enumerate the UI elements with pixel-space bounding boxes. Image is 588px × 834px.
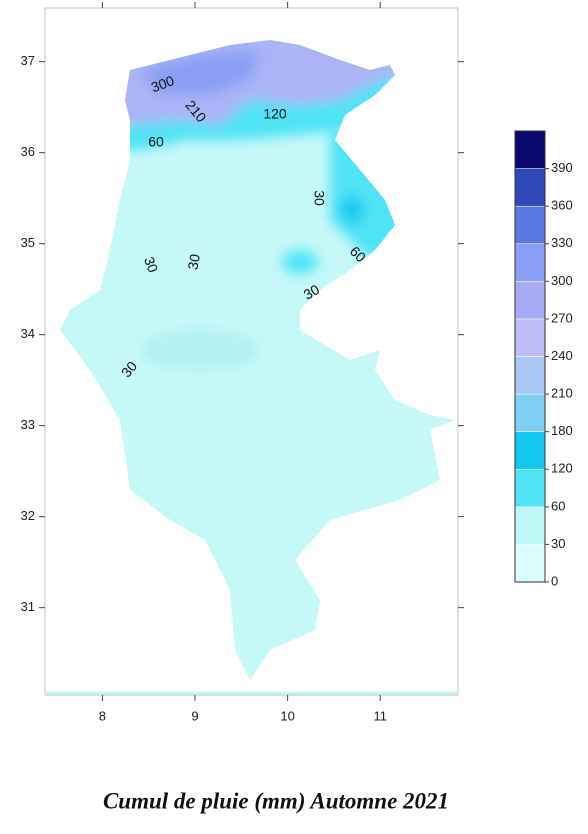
y-tick-label: 32 [21, 508, 35, 523]
colorbar-label: 390 [551, 160, 573, 175]
colorbar-band [514, 168, 546, 207]
x-tick-label: 11 [373, 708, 387, 723]
colorbar-band [514, 431, 546, 470]
colorbar-label: 270 [551, 310, 573, 325]
colorbar-band [514, 205, 546, 245]
x-tick-label: 10 [280, 708, 294, 723]
zone-60-inner [282, 250, 318, 274]
zone-300 [140, 50, 260, 95]
colorbar-band [514, 318, 546, 357]
colorbar-label: 360 [551, 198, 573, 213]
y-tick-label: 33 [21, 417, 35, 432]
colorbar-label: 120 [551, 461, 573, 476]
colorbar-band [514, 243, 546, 282]
zone-30-inner [140, 330, 260, 370]
x-tick-label: 9 [191, 708, 198, 723]
contour-label: 30 [141, 255, 161, 275]
colorbar-label: 330 [551, 235, 573, 250]
colorbar-band [514, 393, 546, 432]
contour-label: 30 [301, 281, 323, 303]
colorbar-band [514, 469, 546, 508]
colorbar-label: 0 [551, 573, 558, 588]
caption: Cumul de pluie (mm) Automne 2021 [103, 788, 449, 813]
colorbar-label: 240 [551, 348, 573, 363]
y-tick-label: 34 [21, 326, 35, 341]
colorbar-label: 180 [551, 423, 573, 438]
x-tick-label: 8 [99, 708, 106, 723]
colorbar-band [514, 544, 546, 583]
colorbar-band [514, 130, 546, 169]
contour-label: 30 [184, 253, 202, 271]
colorbar-label: 60 [551, 498, 565, 513]
colorbar-band [514, 506, 546, 545]
contour-label: 30 [311, 190, 327, 206]
axes: 8 9 10 11 31 32 33 34 35 36 37 [21, 2, 464, 723]
contour-label: 300 [149, 72, 177, 95]
contour-label: 120 [263, 106, 287, 122]
y-tick-label: 36 [21, 144, 35, 159]
colorbar-label: 210 [551, 386, 573, 401]
colorbar-band [514, 281, 546, 320]
colorbar-frame [514, 130, 546, 583]
colorbar-label: 300 [551, 273, 573, 288]
y-tick-label: 37 [21, 53, 35, 68]
zone-120-inner [340, 196, 364, 224]
y-tick-label: 31 [21, 599, 35, 614]
y-tick-label: 35 [21, 235, 35, 250]
colorbar: 0 30 60 120 180 210 240 270 300 330 360 390 [514, 130, 573, 588]
contour-label: 60 [148, 134, 164, 150]
colorbar-band [514, 356, 546, 395]
colorbar-label: 30 [551, 536, 565, 551]
